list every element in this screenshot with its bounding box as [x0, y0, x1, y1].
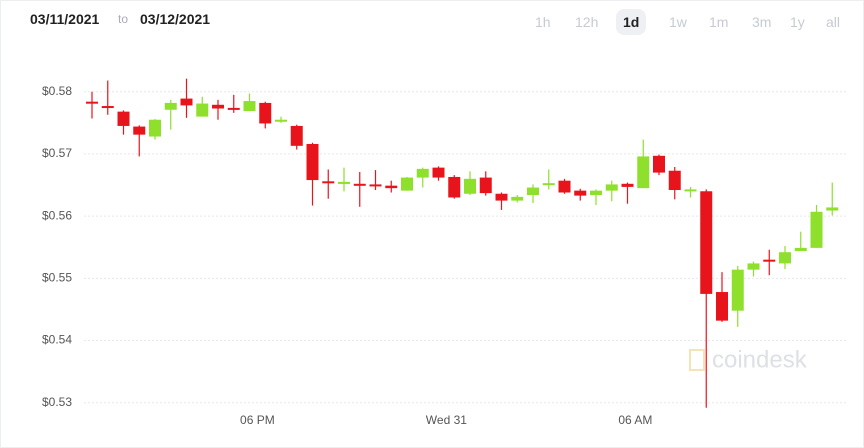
candle-body: [353, 183, 366, 186]
date-from[interactable]: 03/11/2021: [30, 11, 100, 27]
candle-body: [621, 183, 634, 187]
candle-body: [590, 190, 602, 195]
candle-body: [542, 183, 555, 186]
candle-body: [385, 185, 398, 189]
candle-body: [369, 184, 382, 187]
candle-body: [684, 189, 697, 192]
candle-body: [227, 107, 240, 110]
y-tick-label: $0.57: [42, 146, 72, 160]
watermark-icon: [689, 349, 705, 371]
candle-body: [637, 156, 650, 189]
candle-body: [747, 263, 760, 270]
candle-body: [149, 119, 161, 137]
candle-body: [117, 111, 130, 126]
x-tick-label: 06 AM: [618, 413, 652, 427]
candle-body: [826, 207, 839, 211]
y-tick-label: $0.55: [42, 271, 72, 285]
candle-body: [448, 176, 461, 198]
header: 03/11/2021 to 03/12/2021 1h 12h 1d 1w 1m 3m 1y…: [0, 0, 864, 44]
candle-body: [101, 106, 114, 109]
candle-body: [558, 180, 571, 193]
date-to[interactable]: 03/12/2021: [140, 11, 211, 27]
y-tick-label: $0.54: [42, 333, 72, 347]
candle-body: [763, 259, 776, 262]
candle-body: [338, 181, 350, 184]
candle-body: [810, 211, 823, 248]
candle-body: [479, 177, 492, 194]
y-tick-label: $0.56: [42, 208, 72, 222]
candle-body: [668, 170, 681, 191]
candle-body: [133, 126, 146, 135]
date-separator: to: [118, 12, 129, 26]
y-tick-label: $0.58: [42, 84, 72, 98]
x-tick-label: 06 PM: [240, 413, 275, 427]
candle-body: [605, 184, 618, 191]
range-button[interactable]: 1d: [616, 9, 647, 35]
candle-body: [511, 196, 524, 201]
candle-body: [779, 252, 791, 264]
candle-body: [196, 103, 209, 117]
range-button[interactable]: all: [826, 14, 841, 30]
candle-body: [416, 168, 429, 178]
candle-body: [401, 177, 413, 191]
candle-body: [731, 269, 744, 311]
candle-body: [794, 247, 807, 251]
range-button[interactable]: 3m: [752, 14, 772, 30]
candle-body: [432, 167, 445, 178]
range-button[interactable]: 12h: [575, 14, 599, 30]
candle-body: [495, 193, 508, 201]
candle-body: [212, 104, 224, 109]
candle-body: [180, 98, 193, 106]
y-tick-label: $0.53: [42, 395, 72, 409]
range-button[interactable]: 1h: [535, 14, 551, 30]
x-tick-label: Wed 31: [426, 413, 467, 427]
candle-body: [527, 187, 539, 195]
candle-body: [700, 191, 713, 294]
candle-body: [716, 292, 728, 321]
candle-body: [164, 102, 177, 110]
candle-body: [574, 190, 587, 196]
range-button[interactable]: 1m: [709, 14, 729, 30]
candle-body: [275, 119, 287, 122]
candle-body: [464, 178, 476, 194]
candle-body: [290, 125, 303, 146]
candle-body: [653, 155, 665, 173]
candle-body: [259, 102, 272, 124]
candle-body: [306, 143, 319, 181]
candle-body: [322, 181, 335, 184]
candle-body: [86, 101, 98, 104]
range-button[interactable]: 1w: [669, 14, 687, 30]
watermark: coindesk: [712, 346, 808, 373]
range-button[interactable]: 1y: [790, 14, 805, 30]
candle-body: [243, 101, 256, 112]
